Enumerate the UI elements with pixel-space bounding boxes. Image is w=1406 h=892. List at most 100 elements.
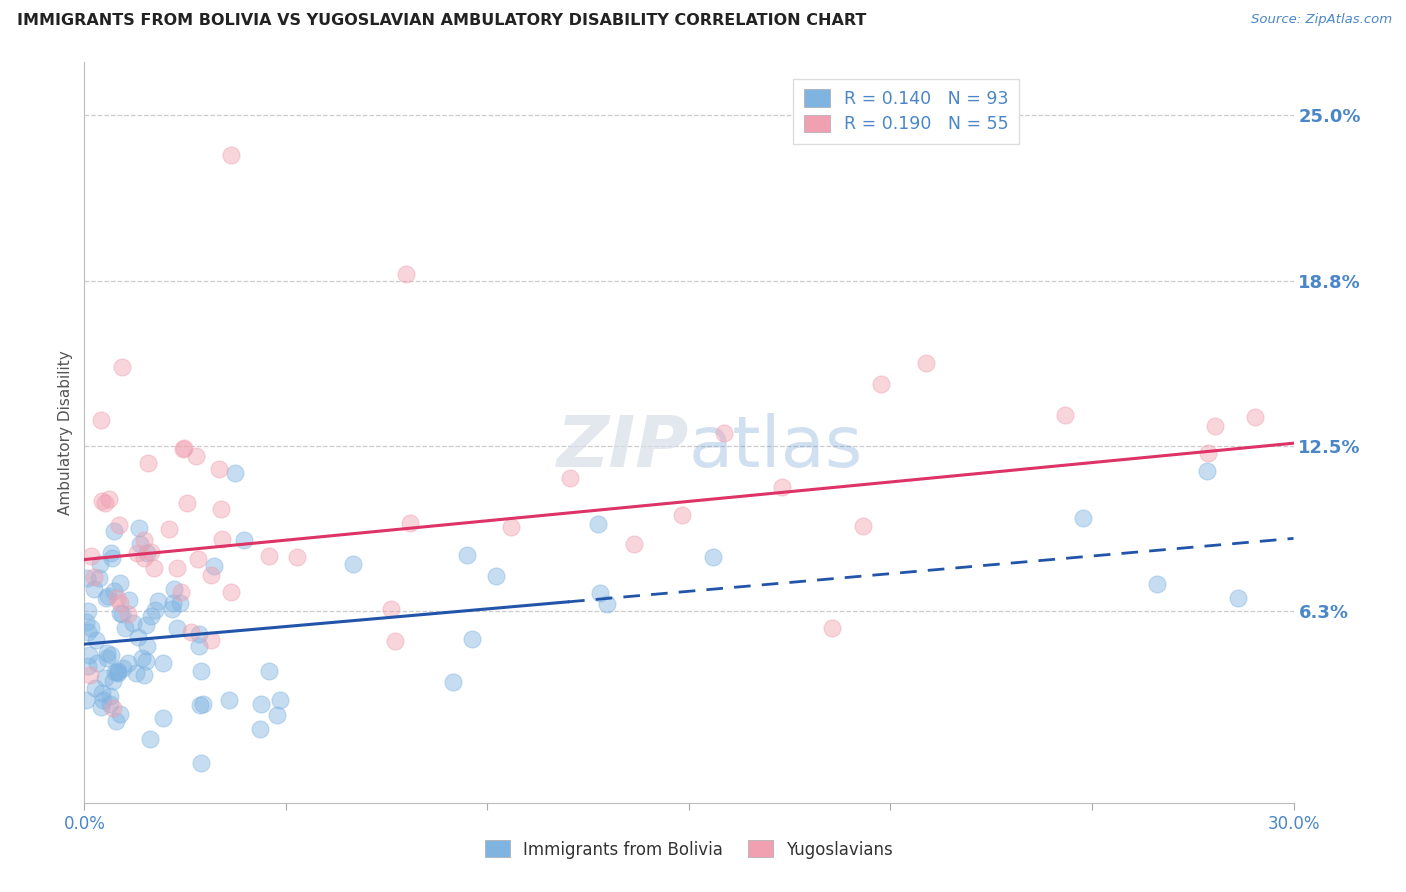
Point [111,661,134,675]
Point [208,462,231,476]
Point [172,442,194,456]
Point [180,624,202,639]
Point [202,558,225,573]
Point [456,549,478,563]
Point [190,664,212,678]
Point [166,621,188,635]
Point [128,521,150,535]
Point [84,632,107,647]
Point [89,571,111,585]
Point [162,596,184,610]
Point [499,520,522,534]
Point [101,551,124,566]
Point [821,621,844,635]
Point [250,697,273,711]
Point [460,632,482,646]
Text: 30.0%: 30.0% [1267,815,1320,833]
Point [98,690,121,704]
Point [134,533,156,547]
Point [141,609,163,624]
Point [702,549,724,564]
Point [103,524,125,538]
Text: Source: ZipAtlas.com: Source: ZipAtlas.com [1251,13,1392,27]
Text: ZIP: ZIP [557,413,689,482]
Point [80,549,103,563]
Point [586,517,609,532]
Point [107,591,129,605]
Point [176,496,198,510]
Point [219,585,242,599]
Point [1197,464,1219,478]
Point [104,714,127,728]
Point [187,640,209,654]
Point [135,639,157,653]
Point [91,686,114,700]
Point [146,594,169,608]
Point [80,620,103,634]
Point [588,586,610,600]
Point [285,550,308,565]
Point [1244,409,1267,424]
Point [852,518,875,533]
Point [94,671,117,685]
Point [83,582,105,597]
Point [166,561,188,575]
Point [134,667,156,681]
Point [384,633,406,648]
Point [173,441,195,455]
Point [108,576,131,591]
Point [107,666,129,681]
Point [96,650,118,665]
Point [77,658,100,673]
Point [1204,419,1226,434]
Point [169,596,191,610]
Point [77,625,100,640]
Point [269,693,291,707]
Point [83,569,105,583]
Point [170,585,193,599]
Point [1198,446,1220,460]
Point [117,657,139,671]
Point [76,604,98,618]
Point [103,584,125,599]
Point [219,148,242,162]
Point [190,698,212,712]
Point [86,657,108,671]
Point [94,496,117,510]
Point [772,480,794,494]
Point [127,631,149,645]
Point [111,607,134,622]
Point [131,651,153,665]
Point [163,582,186,596]
Point [105,665,128,680]
Point [108,596,131,610]
Point [399,516,422,531]
Point [90,700,112,714]
Point [1146,577,1168,591]
Point [79,668,101,682]
Text: atlas: atlas [689,413,863,482]
Point [485,568,508,582]
Point [118,592,141,607]
Point [103,673,125,688]
Text: IMMIGRANTS FROM BOLIVIA VS YUGOSLAVIAN AMBULATORY DISABILITY CORRELATION CHART: IMMIGRANTS FROM BOLIVIA VS YUGOSLAVIAN A… [17,13,866,29]
Point [1073,510,1095,524]
Point [188,627,211,641]
Point [75,693,97,707]
Point [187,551,209,566]
Point [135,617,157,632]
Y-axis label: Ambulatory Disability: Ambulatory Disability [58,351,73,515]
Point [91,692,114,706]
Point [395,267,418,281]
Point [266,708,288,723]
Point [596,597,619,611]
Point [200,568,222,582]
Point [191,697,214,711]
Point [98,697,121,711]
Point [134,550,156,565]
Point [110,706,132,721]
Point [129,537,152,551]
Point [98,491,121,506]
Point [143,561,166,575]
Text: 0.0%: 0.0% [63,815,105,833]
